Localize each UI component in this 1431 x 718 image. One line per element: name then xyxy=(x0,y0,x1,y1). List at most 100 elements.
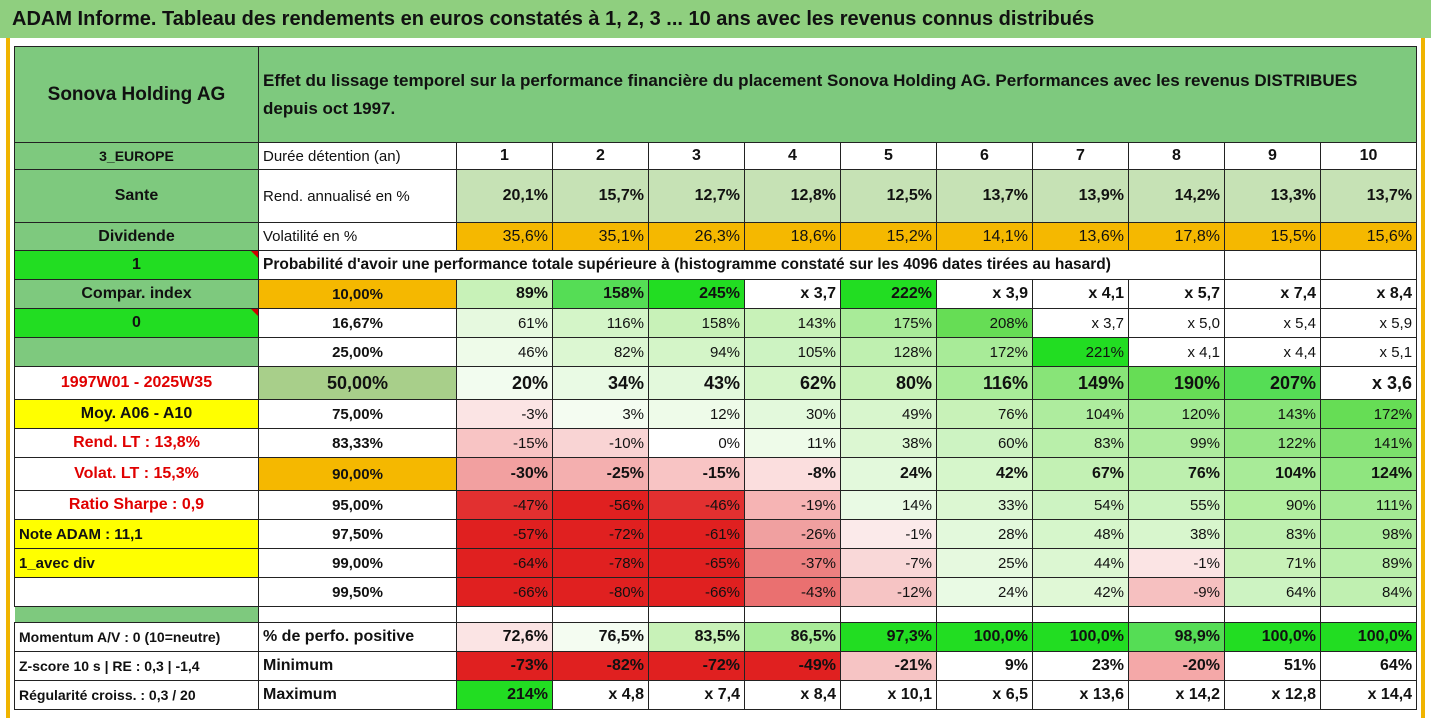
separator xyxy=(14,606,259,623)
quantile-label: 97,50% xyxy=(258,519,457,549)
quantile-value: 64% xyxy=(1224,577,1321,607)
blank-cell xyxy=(14,337,259,367)
quantile-value: 60% xyxy=(936,428,1033,458)
stat-value: x 7,4 xyxy=(648,680,745,710)
quantile-value: 99% xyxy=(1128,428,1225,458)
quantile-value: 76% xyxy=(936,399,1033,429)
quantile-value: -65% xyxy=(648,548,745,578)
volatility-value: 17,8% xyxy=(1128,222,1225,251)
stat-value: 86,5% xyxy=(744,622,841,652)
quantile-value: 207% xyxy=(1224,366,1321,400)
quantile-value: -26% xyxy=(744,519,841,549)
probability-title: Probabilité d'avoir une performance tota… xyxy=(258,250,1225,280)
quantile-value: 12% xyxy=(648,399,745,429)
blank-cell xyxy=(14,577,259,607)
quantile-value: 84% xyxy=(1319,577,1418,607)
quantile-value: 83% xyxy=(1224,519,1321,549)
quantile-value: 158% xyxy=(648,308,745,338)
quantile-value: 245% xyxy=(648,279,745,309)
annual-return-value: 12,5% xyxy=(840,169,937,223)
sector-label: Sante xyxy=(14,169,259,223)
stat-value: 51% xyxy=(1224,651,1321,681)
average-label: Moy. A06 - A10 xyxy=(14,399,259,429)
stat-value: -72% xyxy=(648,651,745,681)
quantile-value: -46% xyxy=(648,490,745,520)
separator xyxy=(1319,606,1418,623)
quantile-value: x 3,7 xyxy=(1032,308,1129,338)
volatility-value: 14,1% xyxy=(936,222,1033,251)
stat-label: Maximum xyxy=(258,680,457,710)
quantile-value: 38% xyxy=(840,428,937,458)
quantile-value: -61% xyxy=(648,519,745,549)
quantile-value: x 8,4 xyxy=(1319,279,1418,309)
volatility-value: 18,6% xyxy=(744,222,841,251)
momentum-label: Momentum A/V : 0 (10=neutre) xyxy=(14,622,259,652)
quantile-value: 128% xyxy=(840,337,937,367)
quantile-value: -10% xyxy=(552,428,649,458)
quantile-value: 116% xyxy=(552,308,649,338)
quantile-value: 38% xyxy=(1128,519,1225,549)
stat-value: x 14,2 xyxy=(1128,680,1225,710)
quantile-value: 67% xyxy=(1032,457,1129,491)
quantile-value: 82% xyxy=(552,337,649,367)
report-frame xyxy=(6,38,1425,718)
quantile-value: 222% xyxy=(840,279,937,309)
quantile-value: -80% xyxy=(552,577,649,607)
quantile-value: -64% xyxy=(456,548,553,578)
quantile-value: 172% xyxy=(936,337,1033,367)
long-term-return-label: Rend. LT : 13,8% xyxy=(14,428,259,458)
quantile-value: 3% xyxy=(552,399,649,429)
quantile-label: 50,00% xyxy=(258,366,457,400)
annual-return-value: 15,7% xyxy=(552,169,649,223)
stat-value: x 13,6 xyxy=(1032,680,1129,710)
dividend-label: Dividende xyxy=(14,222,259,251)
quantile-value: 80% xyxy=(840,366,937,400)
year-header: 9 xyxy=(1224,142,1321,170)
volatility-value: 35,6% xyxy=(456,222,553,251)
quantile-value: -66% xyxy=(456,577,553,607)
quantile-value: 0% xyxy=(648,428,745,458)
year-header: 2 xyxy=(552,142,649,170)
quantile-value: -15% xyxy=(456,428,553,458)
quantile-value: 49% xyxy=(840,399,937,429)
quantile-value: 122% xyxy=(1224,428,1321,458)
quantile-value: -8% xyxy=(744,457,841,491)
quantile-value: 44% xyxy=(1032,548,1129,578)
year-header: 5 xyxy=(840,142,937,170)
regularity-label: Régularité croiss. : 0,3 / 20 xyxy=(14,680,259,710)
year-header: 3 xyxy=(648,142,745,170)
holding-period-label: Durée détention (an) xyxy=(258,142,457,170)
quantile-value: x 7,4 xyxy=(1224,279,1321,309)
stat-value: x 10,1 xyxy=(840,680,937,710)
report-title: ADAM Informe. Tableau des rendements en … xyxy=(0,0,1431,38)
quantile-value: 25% xyxy=(936,548,1033,578)
quantile-value: 208% xyxy=(936,308,1033,338)
quantile-value: x 3,6 xyxy=(1319,366,1418,400)
stat-value: x 12,8 xyxy=(1224,680,1321,710)
returns-table: Sonova Holding AG Effet du lissage tempo… xyxy=(14,46,1418,710)
quantile-value: 48% xyxy=(1032,519,1129,549)
quantile-label: 75,00% xyxy=(258,399,457,429)
with-dividend-label: 1_avec div xyxy=(14,548,259,578)
stat-value: 100,0% xyxy=(1032,622,1129,652)
volatility-value: 26,3% xyxy=(648,222,745,251)
quantile-label: 25,00% xyxy=(258,337,457,367)
stat-value: 100,0% xyxy=(936,622,1033,652)
separator xyxy=(1128,606,1225,623)
annual-return-value: 13,7% xyxy=(1319,169,1418,223)
quantile-value: 62% xyxy=(744,366,841,400)
separator xyxy=(552,606,649,623)
quantile-value: 104% xyxy=(1032,399,1129,429)
quantile-value: 221% xyxy=(1032,337,1129,367)
annual-return-value: 14,2% xyxy=(1128,169,1225,223)
year-header: 8 xyxy=(1128,142,1225,170)
quantile-value: -15% xyxy=(648,457,745,491)
quantile-value: -30% xyxy=(456,457,553,491)
quantile-value: 143% xyxy=(1224,399,1321,429)
stat-value: x 6,5 xyxy=(936,680,1033,710)
volatility-value: 13,6% xyxy=(1032,222,1129,251)
year-header: 4 xyxy=(744,142,841,170)
quantile-value: 89% xyxy=(1319,548,1418,578)
quantile-value: -78% xyxy=(552,548,649,578)
zscore-label: Z-score 10 s | RE : 0,3 | -1,4 xyxy=(14,651,259,681)
